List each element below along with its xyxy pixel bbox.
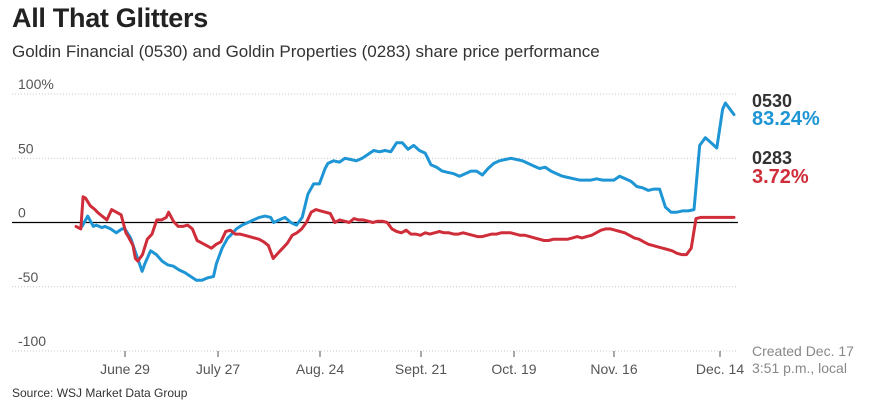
chart-subtitle: Goldin Financial (0530) and Goldin Prope… (12, 42, 600, 61)
chart-title: All That Glitters (12, 3, 208, 33)
y-tick-label: 100% (18, 76, 54, 92)
source-note: Source: WSJ Market Data Group (12, 386, 188, 400)
series-line-0283 (74, 195, 736, 263)
x-tick-label: June 29 (100, 361, 150, 377)
y-tick-label: 50 (18, 140, 34, 156)
y-tick-label: -100 (18, 333, 46, 349)
created-date: Created Dec. 17 (752, 343, 854, 359)
legend-item-0283: 0283 (752, 148, 792, 169)
x-tick-label: July 27 (196, 361, 241, 377)
x-tick-label: Sept. 21 (395, 361, 447, 377)
x-tick-label: Aug. 24 (296, 361, 344, 377)
legend-item-0530: 0530 (752, 91, 792, 112)
legend-code-0530: 0530 (752, 91, 793, 111)
legend-value-0530: 83.24% (752, 108, 820, 130)
created-time: 3:51 p.m., local (752, 360, 847, 376)
legend-code-0283: 0283 (752, 148, 793, 168)
series-line-0530 (80, 101, 736, 282)
legend-value-0283: 3.72% (752, 166, 809, 188)
x-tick-label: Nov. 16 (590, 361, 637, 377)
x-tick-label: Dec. 14 (696, 361, 744, 377)
legend-value-0283-wrap: 3.72% (752, 166, 809, 189)
x-tick-label: Oct. 19 (491, 361, 536, 377)
created-timestamp: Created Dec. 17 3:51 p.m., local (752, 343, 854, 377)
y-tick-label: 0 (18, 205, 26, 221)
y-tick-label: -50 (18, 269, 38, 285)
legend-value-0530-wrap: 83.24% (752, 108, 820, 131)
